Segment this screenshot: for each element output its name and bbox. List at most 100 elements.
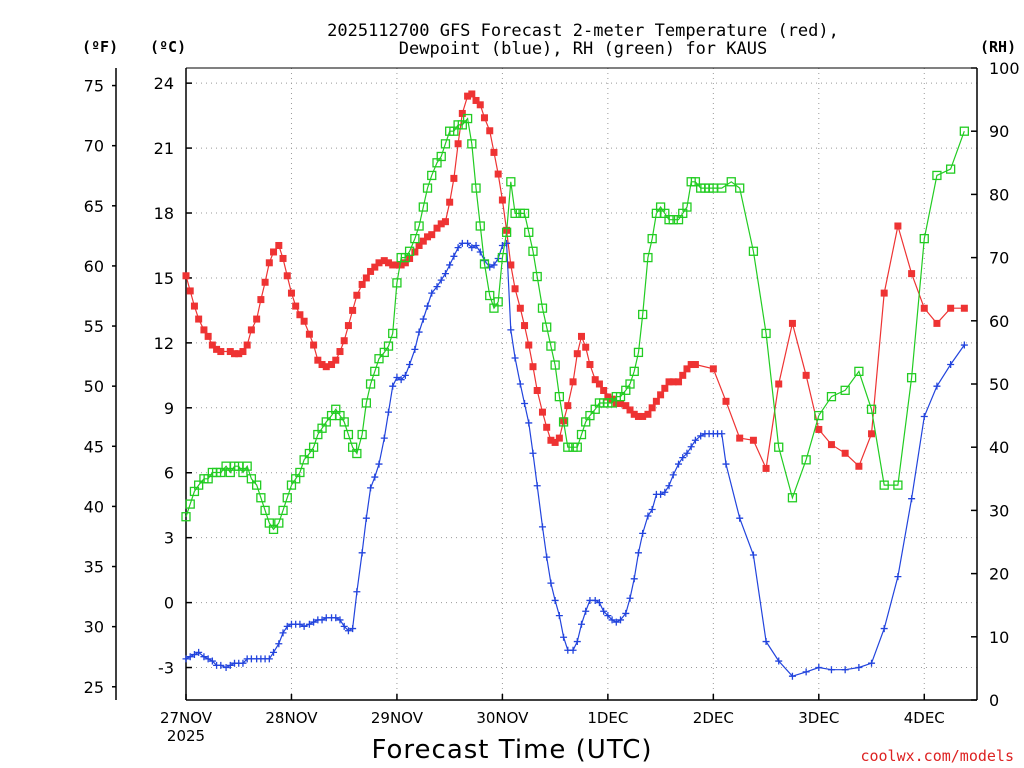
temperature-point [349, 306, 357, 314]
temperature-point [762, 464, 770, 472]
rh-point [866, 404, 877, 414]
rh-point [585, 410, 595, 421]
rh-point [826, 391, 837, 402]
temperature-line [185, 93, 965, 471]
temperature-point [652, 397, 660, 405]
rh-point [440, 139, 451, 149]
fahrenheit-tick-label: 60 [84, 257, 104, 276]
celsius-tick-label: 15 [154, 269, 174, 288]
rh-point [467, 139, 477, 149]
dewpoint-point [573, 638, 581, 646]
x-tick-label: 28NOV [265, 709, 318, 727]
temperature-point [691, 361, 699, 369]
temperature-point [261, 278, 269, 286]
x-tick-label: 1DEC [587, 709, 628, 727]
temperature-point [947, 304, 955, 312]
dewpoint-point [340, 622, 348, 630]
dewpoint-point [582, 607, 590, 615]
temperature-point [622, 402, 630, 410]
temperature-point [314, 356, 322, 364]
temperature-point [604, 393, 612, 401]
rh-point [462, 113, 473, 124]
temperature-point [371, 263, 379, 271]
temperature-point [480, 114, 488, 122]
temperature-point [217, 348, 225, 356]
temperature-point [516, 304, 524, 312]
rh-point [840, 385, 850, 395]
rh-point [748, 246, 759, 256]
temperature-point [367, 267, 375, 275]
dewpoint-point [525, 419, 533, 427]
dewpoint-point [393, 374, 401, 382]
dewpoint-point [200, 653, 208, 661]
rh-point [357, 429, 367, 440]
rh-point [854, 366, 864, 377]
dewpoint-point [310, 618, 318, 626]
dewpoint-point [675, 460, 683, 468]
rh-point [510, 208, 520, 219]
rh-point [945, 164, 956, 174]
dewpoint-point [270, 648, 278, 656]
dewpoint-point [415, 328, 423, 336]
temperature-point [788, 319, 796, 327]
temperature-point [375, 259, 383, 267]
temperature-point [644, 410, 652, 418]
dewpoint-point [639, 529, 647, 537]
dewpoint-point [283, 622, 291, 630]
temperature-point [908, 270, 916, 278]
rh-point [185, 499, 195, 509]
temperature-point [332, 356, 340, 364]
rh-point [321, 417, 331, 427]
dewpoint-point [279, 629, 287, 637]
axes [115, 67, 978, 701]
dewpoint-point [446, 261, 454, 269]
rh-point [558, 417, 569, 427]
rh-point [242, 461, 252, 471]
fahrenheit-tick-label: 65 [84, 197, 104, 216]
temperature-point [275, 241, 283, 249]
rh-point [274, 518, 284, 528]
fahrenheit-tick-label: 75 [84, 77, 104, 96]
rh-tick-label: 100 [989, 59, 1020, 78]
temperature-point [195, 315, 203, 323]
dewpoint-point [578, 620, 585, 628]
dewpoint-point [665, 482, 673, 490]
rh-point [643, 252, 653, 263]
dewpoint-point [300, 622, 308, 630]
temperature-point [551, 438, 559, 446]
rh-point [246, 474, 257, 484]
temperature-point [300, 317, 308, 325]
celsius-tick-label: 18 [154, 204, 174, 223]
rh-point [436, 151, 446, 162]
temperature-point [265, 259, 273, 267]
temperature-point [279, 254, 287, 262]
temperature-point [200, 326, 208, 334]
dewpoint-point [669, 471, 677, 479]
rh-point [506, 177, 516, 187]
dewpoint-point [468, 244, 476, 252]
dewpoint-point [595, 599, 603, 607]
dewpoint-point [362, 514, 370, 522]
temperature-point [458, 109, 466, 117]
dewpoint-point [868, 659, 876, 667]
dewpoint-point [516, 380, 524, 388]
temperature-point [547, 436, 555, 444]
temperature-point [533, 386, 541, 394]
rh-tick-label: 80 [989, 185, 1009, 204]
dewpoint-point [529, 449, 537, 457]
dewpoint-point [617, 616, 625, 624]
rh-point [563, 442, 573, 452]
temperature-point [494, 170, 502, 178]
rh-point [879, 480, 889, 490]
dewpoint-point [920, 412, 928, 420]
x-tick-label: 30NOV [476, 709, 529, 727]
credit-link[interactable]: coolwx.com/models [860, 747, 1014, 765]
rh-point [615, 391, 626, 402]
temperature-point [802, 371, 810, 379]
dewpoint-point [908, 495, 916, 503]
rh-point [542, 322, 552, 332]
temperature-point [827, 441, 835, 449]
dewpoint-point [683, 449, 691, 457]
temperature-point [389, 261, 397, 269]
